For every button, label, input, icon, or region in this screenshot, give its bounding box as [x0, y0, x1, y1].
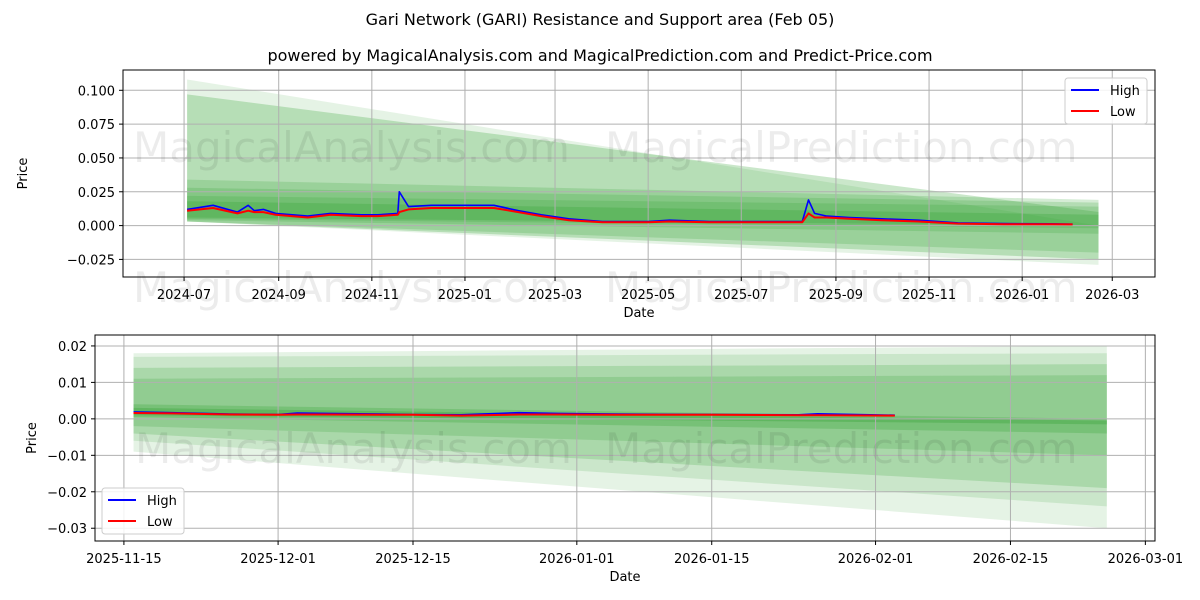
- x-tick-label: 2024-11: [345, 288, 399, 303]
- axes-frame: [122, 69, 1156, 278]
- legend: High Low: [1064, 77, 1148, 125]
- y-tick-label: 0.01: [58, 376, 87, 391]
- x-tick-label: 2025-12-01: [240, 552, 316, 567]
- watermark: MagicalAnalysis.com: [135, 424, 572, 473]
- x-tick-label: 2026-01: [995, 288, 1049, 303]
- series-line-low: [186, 207, 1073, 226]
- plot-area: [95, 335, 1155, 541]
- x-tick-label: 2026-01-15: [674, 552, 750, 567]
- y-tick-label: −0.025: [67, 253, 115, 268]
- watermark: MagicalAnalysis.com: [133, 263, 570, 312]
- x-tick-label: 2025-03: [528, 288, 582, 303]
- series-line-low: [133, 412, 895, 417]
- y-tick-label: 0.025: [78, 186, 115, 201]
- x-tick-label: 2025-11: [902, 288, 956, 303]
- plot-area: [123, 70, 1155, 277]
- x-tick-label: 2024-07: [157, 288, 211, 303]
- x-tick-label: 2025-09: [809, 288, 863, 303]
- support-resistance-band: [133, 364, 1107, 489]
- legend-label-low: Low: [147, 515, 173, 530]
- bottom-chart: MagicalAnalysis.com MagicalPrediction.com…: [25, 334, 1184, 585]
- watermark: MagicalPrediction.com: [605, 263, 1078, 312]
- y-tick-label: 0.00: [58, 413, 87, 428]
- y-tick-label: −0.02: [47, 486, 87, 501]
- y-tick-label: 0.02: [58, 340, 87, 355]
- support-resistance-band: [187, 187, 1099, 234]
- x-tick-label: 2025-07: [714, 288, 768, 303]
- x-tick-label: 2026-03: [1085, 288, 1139, 303]
- legend-label-high: High: [147, 494, 177, 509]
- x-axis-label: Date: [623, 306, 654, 321]
- series-line-high: [186, 191, 1073, 225]
- y-tick-label: 0.075: [78, 118, 115, 133]
- y-tick-label: −0.03: [47, 522, 87, 537]
- x-tick-label: 2025-05: [621, 288, 675, 303]
- x-axis-label: Date: [609, 570, 640, 585]
- y-tick-label: 0.100: [78, 84, 115, 99]
- x-tick-label: 2024-09: [252, 288, 306, 303]
- support-resistance-band: [187, 179, 1099, 253]
- support-resistance-band: [133, 345, 1107, 529]
- x-tick-label: 2025-11-15: [86, 552, 162, 567]
- support-resistance-band: [133, 353, 1107, 507]
- y-axis-label: Price: [25, 422, 40, 454]
- chart-title: Gari Network (GARI) Resistance and Suppo…: [365, 10, 835, 29]
- x-tick-label: 2025-01: [438, 288, 492, 303]
- support-resistance-band: [133, 407, 1107, 425]
- y-tick-label: 0.000: [78, 220, 115, 235]
- watermark: MagicalPrediction.com: [605, 424, 1078, 473]
- chart-subtitle: powered by MagicalAnalysis.com and Magic…: [267, 46, 933, 65]
- axes-frame: [94, 334, 1156, 542]
- x-tick-label: 2026-01-01: [539, 552, 615, 567]
- y-tick-label: 0.050: [78, 152, 115, 167]
- y-tick-label: −0.01: [47, 449, 87, 464]
- x-tick-label: 2025-12-15: [375, 552, 451, 567]
- y-axis-label: Price: [16, 158, 31, 190]
- legend: High Low: [101, 487, 185, 535]
- x-tick-label: 2026-02-01: [838, 552, 914, 567]
- legend-label-low: Low: [1110, 105, 1136, 120]
- x-tick-label: 2026-02-15: [973, 552, 1049, 567]
- watermark: MagicalPrediction.com: [605, 123, 1078, 172]
- watermark: MagicalAnalysis.com: [133, 123, 570, 172]
- legend-label-high: High: [1110, 84, 1140, 99]
- top-chart: MagicalAnalysis.com MagicalPrediction.com…: [16, 69, 1156, 321]
- x-tick-label: 2026-03-01: [1108, 552, 1184, 567]
